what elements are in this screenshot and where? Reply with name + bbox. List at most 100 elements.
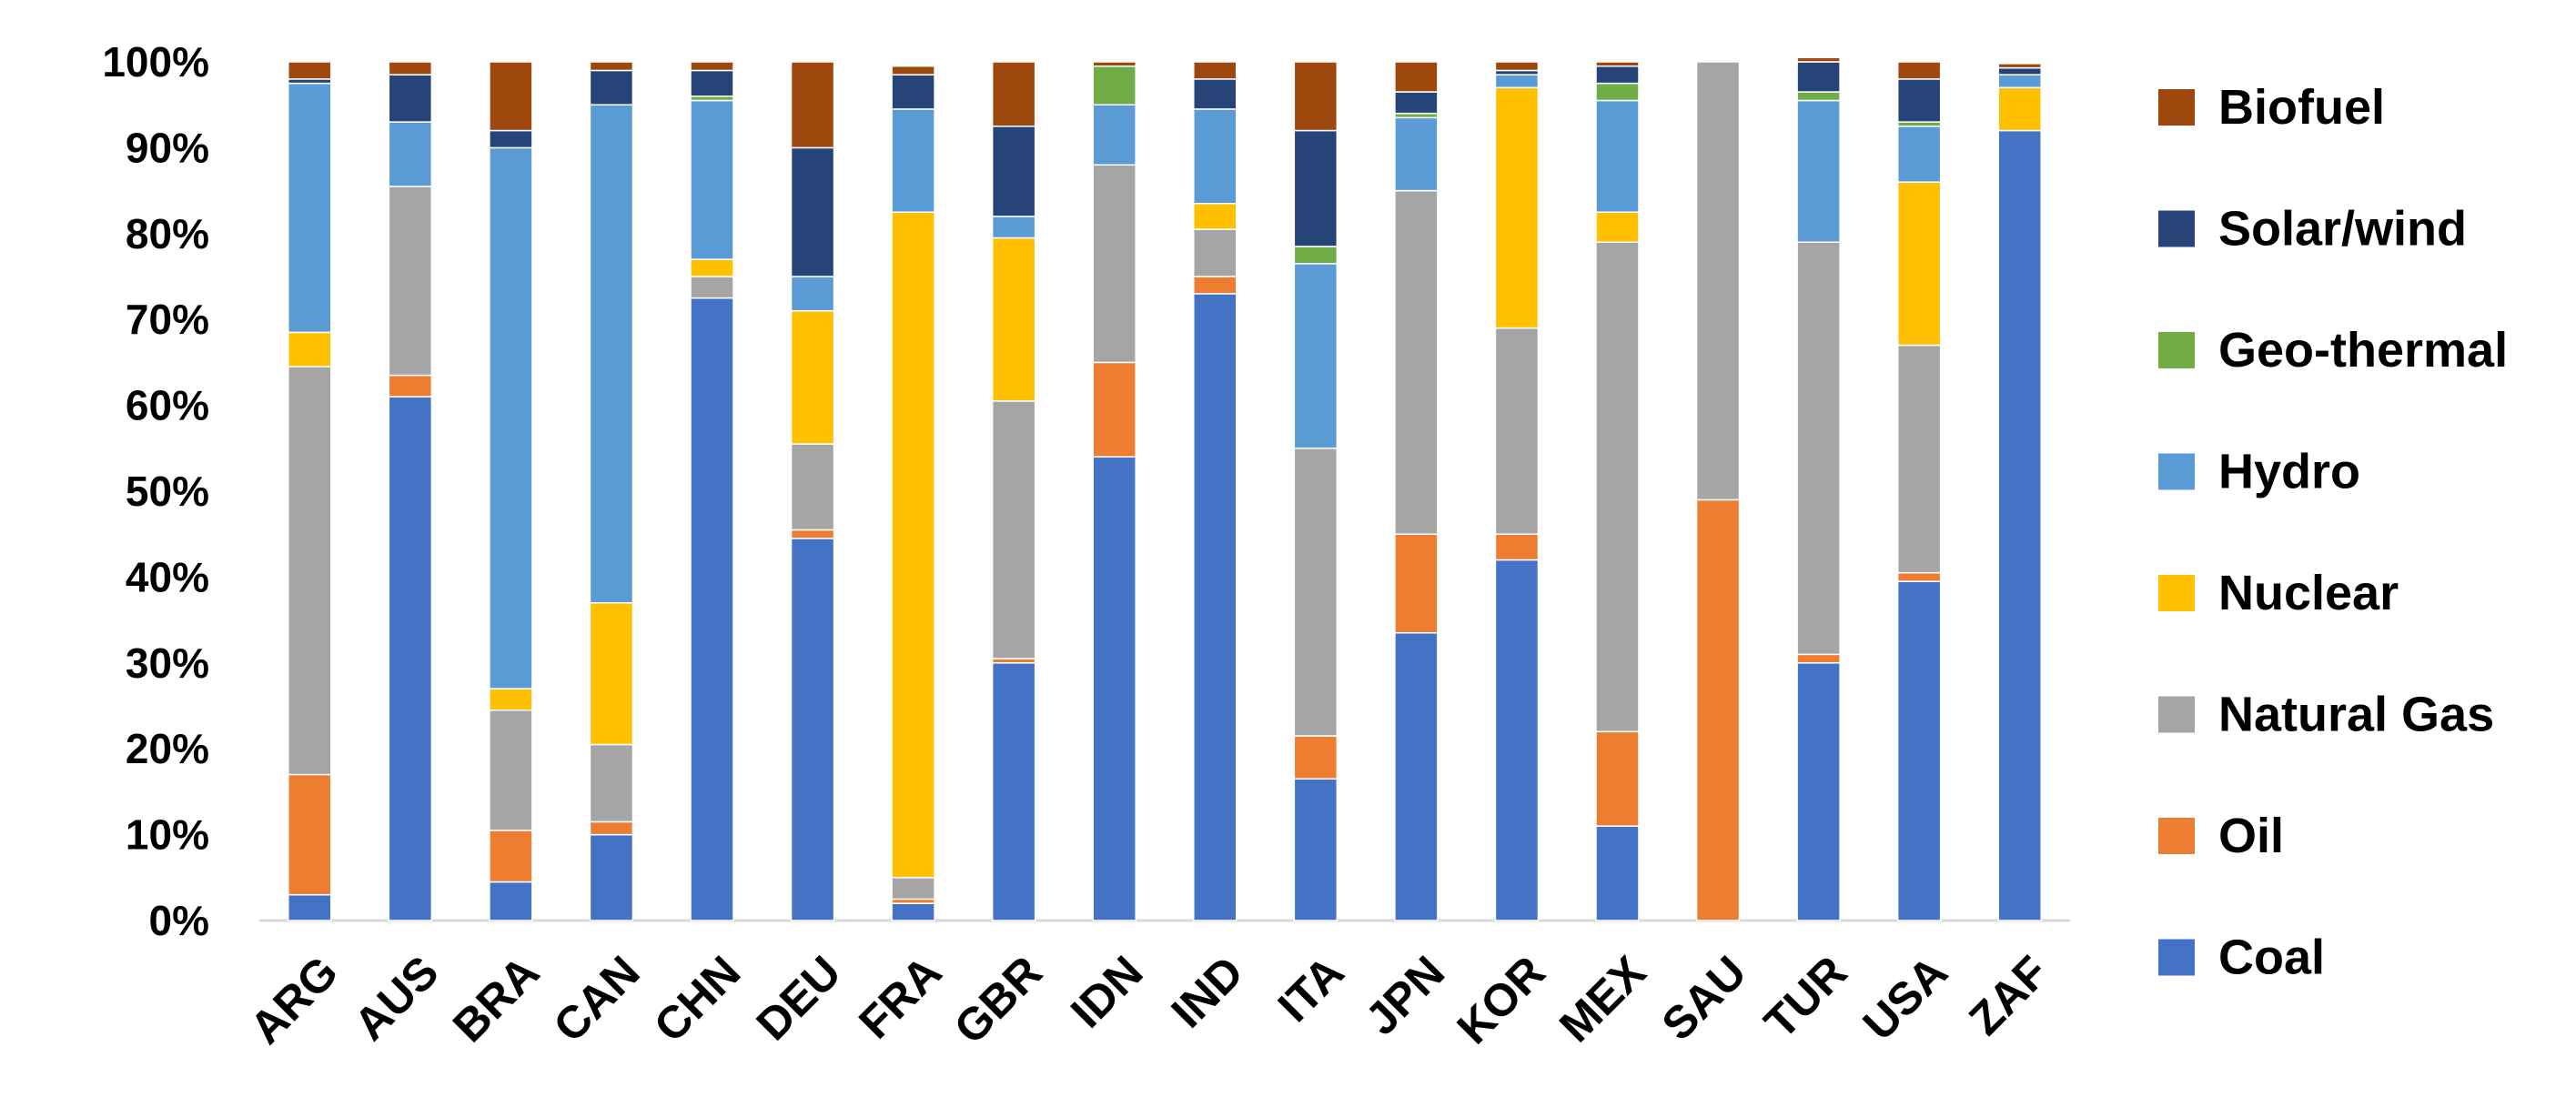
bar-stack-chn — [690, 61, 734, 921]
y-tick-label: 60% — [126, 382, 209, 429]
bar-stack-mex — [1595, 61, 1640, 921]
legend-item-hydro: Hydro — [2158, 445, 2360, 499]
bar-segment-coal-arg — [288, 893, 332, 921]
bar-segment-solar-wind-bra — [489, 129, 533, 149]
bar-segment-solar-wind-ita — [1293, 129, 1339, 247]
bar-segment-biofuel-deu — [790, 61, 835, 149]
bar-segment-biofuel-tur — [1796, 56, 1841, 63]
bar-segment-oil-usa — [1896, 571, 1942, 582]
bar-segment-biofuel-idn — [1092, 61, 1136, 67]
bar-stack-gbr — [991, 61, 1036, 921]
bar-segment-biofuel-arg — [288, 61, 332, 80]
legend-swatch — [2158, 939, 2195, 976]
bar-segment-coal-aus — [388, 396, 433, 921]
bar-stack-fra — [891, 65, 935, 921]
x-category-label: USA — [1854, 946, 1957, 1050]
bar-stack-sau — [1695, 61, 1741, 921]
bar-segment-coal-mex — [1595, 825, 1640, 921]
bar-stack-kor — [1494, 61, 1540, 921]
bar-segment-biofuel-kor — [1494, 61, 1540, 72]
x-category-label: GBR — [945, 946, 1052, 1053]
bar-segment-nuclear-kor — [1494, 86, 1540, 329]
y-tick-label: 0% — [149, 897, 209, 944]
bar-segment-nuclear-mex — [1595, 211, 1640, 243]
y-tick-label: 40% — [126, 553, 209, 600]
bar-segment-solar-wind-ind — [1193, 78, 1237, 110]
bar-segment-coal-jpn — [1394, 632, 1439, 921]
x-category-label: FRA — [849, 946, 951, 1048]
x-category-label: CHN — [644, 946, 750, 1052]
bar-stack-tur — [1796, 56, 1841, 921]
legend-label: Coal — [2218, 931, 2325, 985]
bar-segment-natural-gas-ita — [1293, 448, 1339, 737]
bar-segment-biofuel-fra — [891, 65, 935, 75]
bar-segment-hydro-bra — [489, 146, 533, 689]
bar-segment-coal-kor — [1494, 559, 1540, 921]
bar-segment-oil-can — [589, 820, 634, 836]
bar-segment-coal-chn — [690, 297, 734, 921]
bar-segment-biofuel-mex — [1595, 61, 1640, 67]
legend-label: Solar/wind — [2218, 202, 2467, 257]
legend-item-biofuel: Biofuel — [2158, 80, 2385, 135]
x-category-label: IDN — [1061, 946, 1152, 1037]
bar-segment-biofuel-jpn — [1394, 61, 1439, 93]
bar-stack-can — [589, 61, 634, 921]
bar-segment-coal-ita — [1293, 778, 1339, 921]
y-tick-label: 70% — [126, 296, 209, 343]
x-category-label: DEU — [747, 946, 851, 1050]
legend-item-solar-wind: Solar/wind — [2158, 202, 2467, 257]
bar-segment-natural-gas-tur — [1796, 241, 1841, 656]
bar-segment-natural-gas-jpn — [1394, 189, 1439, 535]
y-tick-label: 30% — [126, 639, 209, 687]
y-tick-label: 80% — [126, 210, 209, 257]
bar-segment-biofuel-chn — [690, 61, 734, 72]
bar-segment-coal-idn — [1092, 456, 1136, 921]
bar-segment-solar-wind-gbr — [991, 126, 1036, 217]
legend-swatch — [2158, 818, 2195, 854]
bar-segment-oil-mex — [1595, 730, 1640, 827]
bar-stack-arg — [288, 61, 332, 921]
bar-segment-natural-gas-deu — [790, 443, 835, 531]
legend-item-coal: Coal — [2158, 931, 2325, 985]
bar-segment-nuclear-usa — [1896, 181, 1942, 347]
bar-segment-biofuel-usa — [1896, 61, 1942, 80]
bar-segment-solar-wind-tur — [1796, 61, 1841, 93]
bar-segment-hydro-usa — [1896, 126, 1942, 183]
bar-segment-oil-aus — [388, 374, 433, 398]
bar-segment-hydro-fra — [891, 108, 935, 213]
bar-segment-nuclear-bra — [489, 688, 533, 711]
bar-segment-oil-deu — [790, 528, 835, 539]
legend-label: Oil — [2218, 809, 2284, 863]
bar-stack-aus — [388, 61, 433, 921]
x-category-label: SAU — [1652, 946, 1756, 1050]
legend-item-geo-thermal: Geo-thermal — [2158, 323, 2508, 377]
bar-segment-biofuel-aus — [388, 61, 433, 75]
x-category-label: TUR — [1754, 946, 1856, 1048]
bar-segment-oil-bra — [489, 830, 533, 883]
bar-segment-nuclear-zaf — [1997, 86, 2042, 132]
bar-segment-hydro-kor — [1494, 74, 1540, 89]
bar-stack-usa — [1896, 61, 1942, 921]
legend-swatch — [2158, 210, 2195, 247]
bar-segment-hydro-jpn — [1394, 116, 1439, 192]
x-category-label: KOR — [1448, 946, 1555, 1053]
bar-segment-oil-arg — [288, 773, 332, 896]
bar-segment-biofuel-ita — [1293, 61, 1339, 132]
x-category-label: JPN — [1356, 946, 1454, 1044]
x-category-label: AUS — [344, 946, 448, 1050]
bar-segment-natural-gas-gbr — [991, 400, 1036, 659]
bar-stack-bra — [489, 61, 533, 921]
bar-segment-nuclear-gbr — [991, 237, 1036, 402]
bar-segment-nuclear-arg — [288, 331, 332, 367]
bar-segment-coal-tur — [1796, 662, 1841, 921]
bar-segment-solar-wind-deu — [790, 146, 835, 277]
legend-item-oil: Oil — [2158, 809, 2284, 863]
bar-segment-solar-wind-chn — [690, 69, 734, 97]
bar-segment-geo-thermal-ita — [1293, 246, 1339, 265]
bar-segment-hydro-tur — [1796, 99, 1841, 243]
bar-stack-zaf — [1997, 63, 2042, 921]
legend: Biofuel Solar/wind Geo-thermal Hydro Nuclear… — [2158, 80, 2508, 985]
bar-segment-coal-bra — [489, 881, 533, 921]
